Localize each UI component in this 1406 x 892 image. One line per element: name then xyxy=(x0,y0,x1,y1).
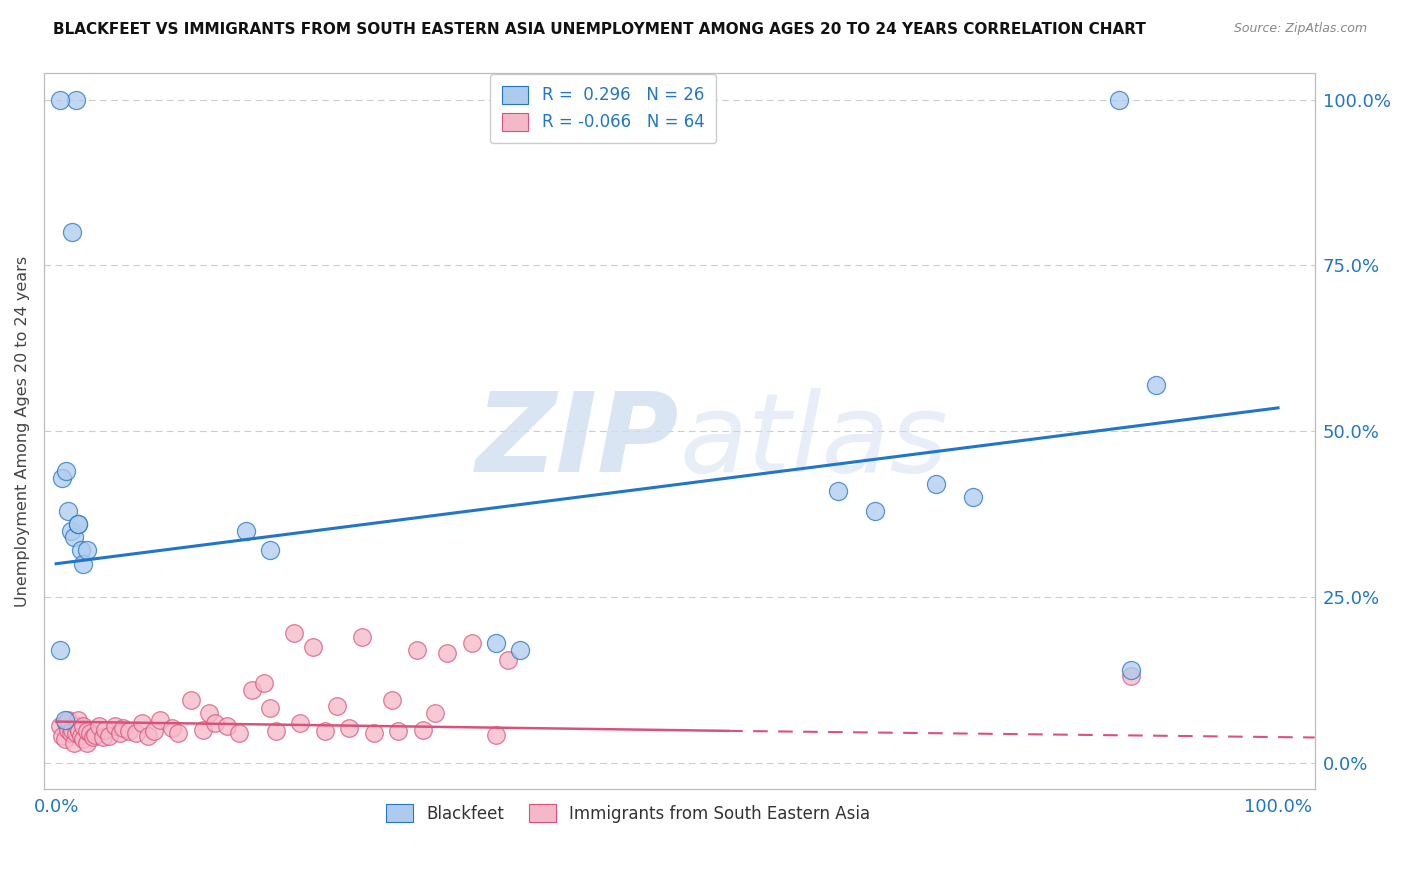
Point xyxy=(412,723,434,737)
Point xyxy=(460,636,482,650)
Text: atlas: atlas xyxy=(679,388,948,495)
Point xyxy=(67,723,90,738)
Point xyxy=(149,713,172,727)
Point xyxy=(79,726,101,740)
Point xyxy=(423,706,446,720)
Point xyxy=(198,706,221,720)
Point xyxy=(118,723,141,738)
Point xyxy=(337,721,360,735)
Point xyxy=(863,504,886,518)
Point xyxy=(49,643,72,657)
Point xyxy=(69,543,91,558)
Point xyxy=(63,736,86,750)
Point xyxy=(76,736,98,750)
Point xyxy=(436,646,458,660)
Point xyxy=(112,721,135,735)
Point xyxy=(76,543,98,558)
Point xyxy=(91,731,114,745)
Point xyxy=(58,504,80,518)
Point xyxy=(191,723,214,737)
Point xyxy=(259,701,281,715)
Point xyxy=(405,643,427,657)
Point xyxy=(84,728,107,742)
Point xyxy=(108,726,131,740)
Point xyxy=(104,719,127,733)
Point xyxy=(124,726,146,740)
Point xyxy=(160,721,183,735)
Point xyxy=(94,723,117,737)
Point xyxy=(63,530,86,544)
Point xyxy=(387,723,409,738)
Point xyxy=(1144,377,1167,392)
Point xyxy=(69,729,91,743)
Point xyxy=(925,477,948,491)
Point xyxy=(962,491,984,505)
Point xyxy=(51,729,73,743)
Point xyxy=(66,719,89,733)
Point xyxy=(264,723,287,738)
Text: Source: ZipAtlas.com: Source: ZipAtlas.com xyxy=(1233,22,1367,36)
Point xyxy=(55,715,77,730)
Y-axis label: Unemployment Among Ages 20 to 24 years: Unemployment Among Ages 20 to 24 years xyxy=(15,255,30,607)
Point xyxy=(67,516,90,531)
Point xyxy=(53,732,76,747)
Point xyxy=(142,723,165,738)
Legend: Blackfeet, Immigrants from South Eastern Asia: Blackfeet, Immigrants from South Eastern… xyxy=(375,793,882,835)
Point xyxy=(60,723,83,737)
Point xyxy=(58,713,80,727)
Point xyxy=(1121,669,1143,683)
Point xyxy=(51,470,73,484)
Point xyxy=(180,692,202,706)
Point xyxy=(827,483,849,498)
Point xyxy=(72,719,94,733)
Text: ZIP: ZIP xyxy=(475,388,679,495)
Text: BLACKFEET VS IMMIGRANTS FROM SOUTH EASTERN ASIA UNEMPLOYMENT AMONG AGES 20 TO 24: BLACKFEET VS IMMIGRANTS FROM SOUTH EASTE… xyxy=(53,22,1146,37)
Point xyxy=(49,93,72,107)
Point xyxy=(97,729,120,743)
Point xyxy=(136,729,159,743)
Point xyxy=(49,719,72,733)
Point xyxy=(509,643,531,657)
Point xyxy=(290,715,312,730)
Point xyxy=(350,630,373,644)
Point xyxy=(59,726,82,740)
Point xyxy=(58,723,80,737)
Point xyxy=(76,723,98,738)
Point xyxy=(1108,93,1130,107)
Point xyxy=(363,726,385,740)
Point xyxy=(67,516,90,531)
Point xyxy=(235,524,257,538)
Point xyxy=(240,682,263,697)
Point xyxy=(167,726,190,740)
Point xyxy=(259,543,281,558)
Point xyxy=(87,719,110,733)
Point xyxy=(496,653,519,667)
Point xyxy=(55,464,77,478)
Point xyxy=(485,636,508,650)
Point xyxy=(59,524,82,538)
Point xyxy=(485,728,508,742)
Point xyxy=(65,726,87,740)
Point xyxy=(228,726,250,740)
Point xyxy=(253,676,276,690)
Point xyxy=(65,93,87,107)
Point xyxy=(381,692,404,706)
Point xyxy=(67,713,90,727)
Point xyxy=(60,225,83,239)
Point xyxy=(217,719,239,733)
Point xyxy=(131,715,153,730)
Point xyxy=(72,557,94,571)
Point xyxy=(301,640,323,654)
Point xyxy=(314,723,336,738)
Point xyxy=(204,715,226,730)
Point xyxy=(326,699,349,714)
Point xyxy=(53,713,76,727)
Point xyxy=(1121,663,1143,677)
Point xyxy=(72,732,94,747)
Point xyxy=(82,731,104,745)
Point xyxy=(283,626,305,640)
